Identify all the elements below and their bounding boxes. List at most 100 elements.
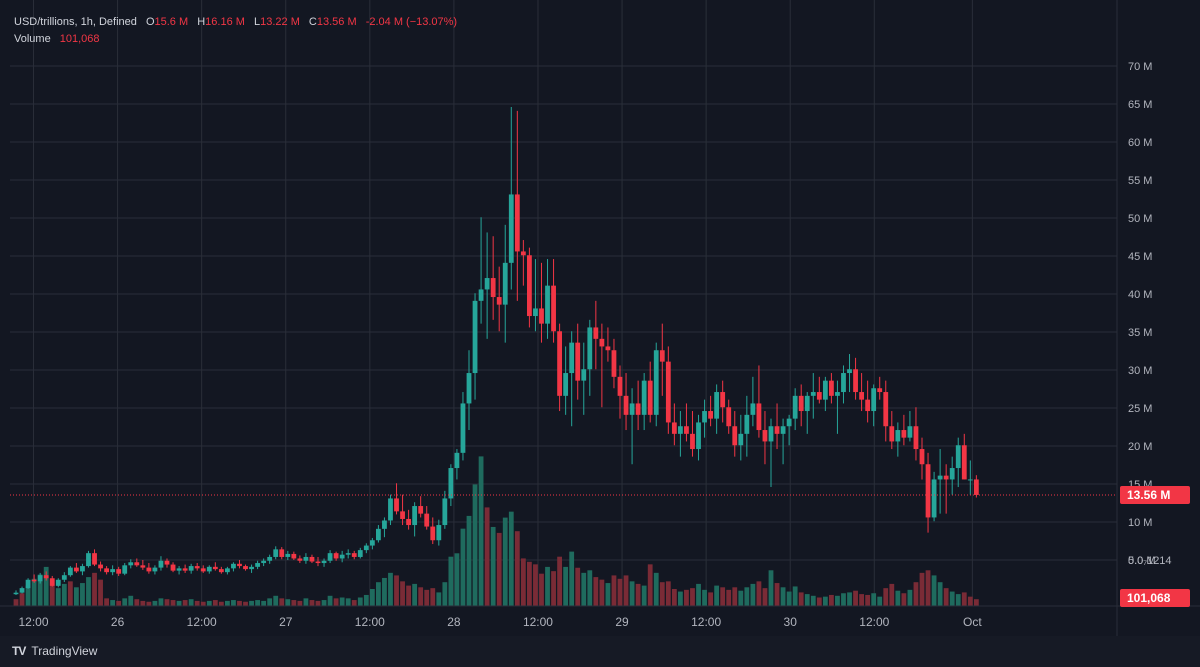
candle[interactable] (61, 572, 67, 583)
candle[interactable] (321, 558, 327, 567)
candle[interactable] (55, 578, 61, 588)
candle[interactable] (291, 551, 297, 560)
candle[interactable] (490, 236, 496, 320)
candle[interactable] (309, 554, 315, 564)
candle[interactable] (623, 373, 629, 431)
symbol-label[interactable]: USD/trillions, 1h, Defined (14, 16, 137, 28)
candle[interactable] (949, 456, 955, 495)
price-axis[interactable]: 70 M 65 M 60 M 55 M 50 M 45 M 40 M 35 M 30 M 25 M… (1128, 61, 1172, 567)
candle[interactable] (418, 496, 424, 518)
candle[interactable] (617, 365, 623, 419)
candle[interactable] (231, 562, 236, 572)
candle[interactable] (502, 224, 508, 343)
candle[interactable] (110, 565, 116, 576)
candle[interactable] (714, 384, 720, 434)
candle[interactable] (780, 418, 786, 465)
candle[interactable] (913, 407, 919, 461)
candle[interactable] (527, 247, 532, 328)
candle[interactable] (49, 575, 55, 587)
candle[interactable] (206, 565, 212, 574)
candle[interactable] (569, 331, 575, 427)
candle[interactable] (80, 563, 85, 576)
candle[interactable] (690, 411, 695, 457)
candle[interactable] (472, 293, 478, 400)
candle[interactable] (520, 240, 526, 286)
candle[interactable] (333, 551, 339, 561)
candle[interactable] (557, 323, 562, 412)
candle[interactable] (877, 376, 883, 400)
candle[interactable] (394, 483, 399, 515)
candle[interactable] (702, 399, 707, 438)
candle[interactable] (170, 562, 176, 573)
candle[interactable] (37, 572, 43, 584)
candle[interactable] (635, 380, 641, 431)
candle[interactable] (726, 399, 732, 434)
candle[interactable] (146, 563, 152, 574)
candle[interactable] (647, 361, 653, 423)
candle[interactable] (448, 464, 454, 507)
candle[interactable] (134, 558, 140, 567)
candle[interactable] (901, 414, 907, 446)
candle[interactable] (152, 565, 158, 575)
candle[interactable] (671, 403, 677, 446)
candle[interactable] (297, 555, 303, 564)
candle[interactable] (194, 563, 200, 571)
candle[interactable] (744, 395, 750, 457)
candle[interactable] (533, 259, 538, 332)
candle[interactable] (164, 558, 170, 568)
candle[interactable] (436, 519, 442, 546)
candle[interactable] (430, 517, 436, 545)
candle[interactable] (822, 376, 828, 412)
candle[interactable] (303, 553, 309, 564)
candle[interactable] (629, 388, 635, 465)
candle[interactable] (25, 578, 31, 589)
candle[interactable] (599, 323, 605, 408)
candle[interactable] (774, 403, 780, 450)
candle[interactable] (225, 566, 230, 575)
candle[interactable] (587, 319, 593, 396)
candle[interactable] (116, 566, 122, 576)
candle[interactable] (859, 373, 864, 412)
candle[interactable] (466, 350, 472, 431)
candle[interactable] (871, 384, 877, 427)
candle[interactable] (708, 395, 713, 427)
candle[interactable] (750, 376, 756, 427)
candle[interactable] (285, 550, 291, 560)
candle[interactable] (315, 556, 321, 567)
candle[interactable] (496, 266, 502, 332)
candle[interactable] (593, 300, 599, 370)
candle[interactable] (140, 560, 146, 570)
candle[interactable] (176, 566, 182, 575)
candle[interactable] (816, 376, 822, 404)
candle[interactable] (188, 563, 194, 574)
candle[interactable] (907, 411, 913, 442)
candle[interactable] (412, 502, 418, 537)
candle[interactable] (218, 566, 224, 574)
candle[interactable] (327, 550, 333, 564)
candle[interactable] (605, 327, 611, 362)
candle[interactable] (98, 561, 103, 572)
candle[interactable] (804, 392, 810, 434)
candle[interactable] (273, 546, 279, 560)
candle[interactable] (889, 411, 895, 450)
candle[interactable] (720, 380, 726, 423)
candle[interactable] (212, 562, 218, 571)
candle[interactable] (369, 537, 375, 550)
candle[interactable] (339, 550, 345, 563)
candle[interactable] (575, 323, 581, 400)
candle[interactable] (104, 566, 109, 575)
candle[interactable] (92, 549, 97, 567)
candle[interactable] (460, 392, 466, 461)
candle[interactable] (128, 559, 134, 569)
candle[interactable] (653, 342, 659, 427)
candle[interactable] (31, 574, 37, 583)
candle[interactable] (545, 259, 550, 339)
candle[interactable] (539, 262, 544, 343)
candle[interactable] (732, 411, 738, 457)
candle[interactable] (86, 550, 91, 568)
time-axis[interactable]: 12:00 26 12:00 27 12:00 28 12:00 29 12:00 30 12:00… (19, 615, 983, 629)
candle[interactable] (563, 346, 569, 415)
candle[interactable] (243, 564, 248, 571)
candle[interactable] (508, 107, 514, 290)
candle[interactable] (267, 554, 273, 564)
